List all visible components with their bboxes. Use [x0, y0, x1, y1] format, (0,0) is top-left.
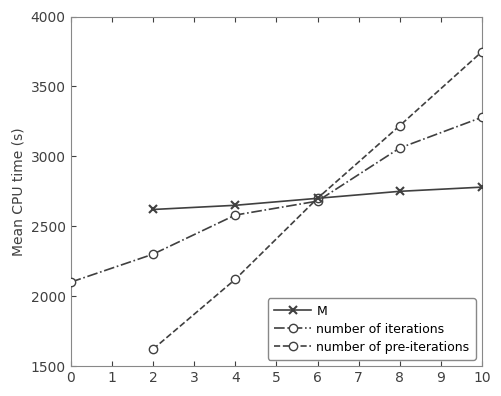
number of iterations: [478, 115, 484, 120]
number of pre-iterations: [232, 277, 238, 282]
M: [396, 189, 402, 194]
number of iterations: [314, 199, 320, 204]
number of iterations: [232, 213, 238, 217]
M: [232, 203, 238, 208]
number of iterations: [68, 280, 74, 285]
number of pre-iterations: [478, 49, 484, 54]
Line: number of iterations: number of iterations: [66, 113, 485, 286]
M: [150, 207, 156, 212]
Line: number of pre-iterations: number of pre-iterations: [148, 48, 485, 353]
M: [314, 196, 320, 201]
number of pre-iterations: [314, 196, 320, 201]
number of pre-iterations: [150, 347, 156, 352]
Line: M: M: [148, 183, 485, 214]
Y-axis label: Mean CPU time (s): Mean CPU time (s): [11, 127, 25, 256]
number of iterations: [396, 146, 402, 150]
number of pre-iterations: [396, 123, 402, 128]
Legend: M, number of iterations, number of pre-iterations: M, number of iterations, number of pre-i…: [267, 298, 475, 360]
M: [478, 185, 484, 190]
number of iterations: [150, 252, 156, 257]
